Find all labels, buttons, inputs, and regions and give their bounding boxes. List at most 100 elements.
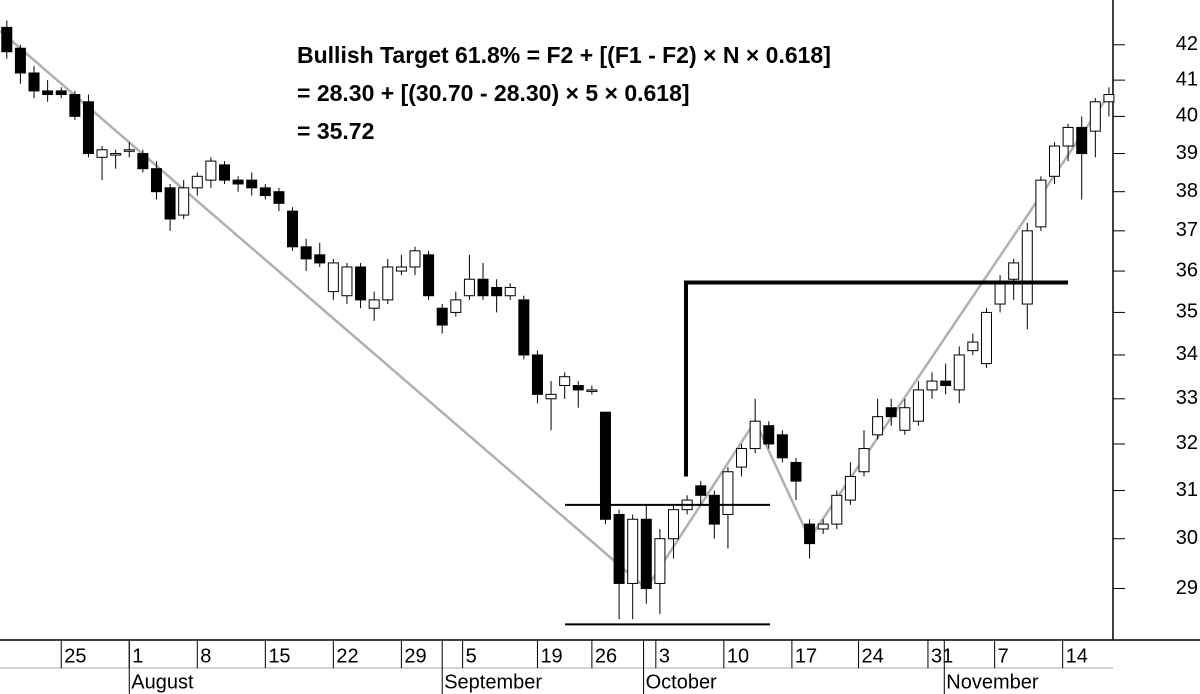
candle-body bbox=[668, 509, 680, 540]
candle-body bbox=[259, 187, 271, 197]
candle-body bbox=[219, 164, 231, 181]
candle-body bbox=[817, 523, 829, 530]
candle-body bbox=[531, 354, 543, 395]
candle-body bbox=[776, 434, 788, 459]
candle-body bbox=[246, 179, 258, 189]
candle-body bbox=[613, 513, 625, 584]
x-tick-label: 26 bbox=[595, 645, 617, 667]
candle-body bbox=[599, 411, 611, 520]
candle-body bbox=[953, 354, 965, 391]
candle-body bbox=[178, 187, 190, 216]
x-tick-label: 7 bbox=[998, 645, 1009, 667]
y-tick-label: 30 bbox=[1176, 527, 1198, 549]
candle-body bbox=[763, 425, 775, 445]
y-tick-label: 41 bbox=[1176, 68, 1198, 90]
annotation: = 35.72 bbox=[297, 118, 374, 144]
candle-body bbox=[980, 311, 992, 365]
y-tick-label: 38 bbox=[1176, 180, 1198, 202]
candle-body bbox=[545, 393, 557, 400]
candle-body bbox=[586, 389, 598, 392]
candle-body bbox=[1, 26, 13, 53]
candle-body bbox=[518, 299, 530, 356]
candle-body bbox=[341, 266, 353, 297]
candle-body bbox=[314, 254, 326, 264]
y-tick-label: 39 bbox=[1176, 142, 1198, 164]
month-label: October bbox=[646, 671, 717, 693]
candle-body bbox=[1008, 262, 1020, 280]
x-tick-label: 31 bbox=[931, 645, 953, 667]
candle-body bbox=[695, 485, 707, 496]
candle-body bbox=[450, 299, 462, 313]
candle-body bbox=[69, 94, 81, 117]
candle-body bbox=[627, 518, 639, 584]
candle-body bbox=[708, 494, 720, 525]
candle-body bbox=[477, 278, 489, 297]
x-tick-label: 8 bbox=[200, 645, 211, 667]
candle-body bbox=[164, 187, 176, 220]
candle-body bbox=[790, 461, 802, 482]
candle-body bbox=[912, 389, 924, 422]
candle-body bbox=[463, 278, 475, 297]
month-label: September bbox=[444, 671, 542, 693]
x-tick-label: 29 bbox=[404, 645, 426, 667]
candle-body bbox=[82, 101, 94, 155]
x-tick-label: 10 bbox=[727, 645, 749, 667]
candle-body bbox=[1076, 126, 1088, 155]
candle-body bbox=[300, 246, 312, 260]
candle-body bbox=[844, 475, 856, 501]
candle-body bbox=[382, 266, 394, 301]
candle-body bbox=[1089, 101, 1101, 132]
y-tick-label: 32 bbox=[1176, 432, 1198, 454]
candle-body bbox=[885, 407, 897, 418]
candle-body bbox=[137, 153, 149, 170]
candle-body bbox=[96, 149, 108, 158]
candle-body bbox=[749, 420, 761, 450]
x-tick-label: 3 bbox=[659, 645, 670, 667]
x-tick-label: 1 bbox=[132, 645, 143, 667]
candle-body bbox=[191, 175, 203, 189]
candle-body bbox=[42, 90, 54, 96]
candle-body bbox=[423, 254, 435, 297]
candle-body bbox=[1103, 94, 1115, 103]
y-tick-label: 33 bbox=[1176, 387, 1198, 409]
y-tick-label: 37 bbox=[1176, 219, 1198, 241]
candle-body bbox=[654, 538, 666, 584]
annotation: Bullish Target 61.8% = F2 + [(F1 - F2) ×… bbox=[297, 42, 831, 68]
annotation: = 28.30 + [(30.70 - 28.30) × 5 × 0.618] bbox=[297, 80, 690, 106]
candle-body bbox=[722, 471, 734, 515]
candle-body bbox=[436, 307, 448, 326]
candle-body bbox=[858, 448, 870, 473]
candle-body bbox=[572, 385, 584, 391]
candle-body bbox=[804, 523, 816, 545]
candle-body bbox=[640, 518, 652, 589]
y-tick-label: 34 bbox=[1176, 343, 1198, 365]
candle-body bbox=[1062, 126, 1074, 147]
candle-body bbox=[355, 266, 367, 301]
x-tick-label: 25 bbox=[64, 645, 86, 667]
y-tick-label: 31 bbox=[1176, 479, 1198, 501]
month-label: August bbox=[131, 671, 194, 693]
candle-body bbox=[1021, 230, 1033, 305]
x-tick-label: 15 bbox=[268, 645, 290, 667]
candle-body bbox=[559, 376, 571, 387]
candle-body bbox=[736, 448, 748, 468]
candle-body bbox=[994, 282, 1006, 305]
candle-body bbox=[899, 407, 911, 431]
candle-body bbox=[1048, 145, 1060, 177]
x-tick-label: 14 bbox=[1066, 645, 1088, 667]
month-label: November bbox=[946, 671, 1039, 693]
candle-body bbox=[940, 380, 952, 387]
candle-body bbox=[409, 250, 421, 268]
x-tick-label: 22 bbox=[336, 645, 358, 667]
candle-body bbox=[55, 90, 67, 96]
y-tick-label: 42 bbox=[1176, 33, 1198, 55]
y-tick-label: 29 bbox=[1176, 577, 1198, 599]
candle-body bbox=[872, 416, 884, 436]
candle-body bbox=[831, 494, 843, 525]
candle-body bbox=[273, 191, 285, 204]
candle-body bbox=[28, 72, 40, 92]
candle-body bbox=[327, 262, 339, 293]
candle-body bbox=[504, 286, 516, 297]
candle-body bbox=[205, 160, 217, 181]
